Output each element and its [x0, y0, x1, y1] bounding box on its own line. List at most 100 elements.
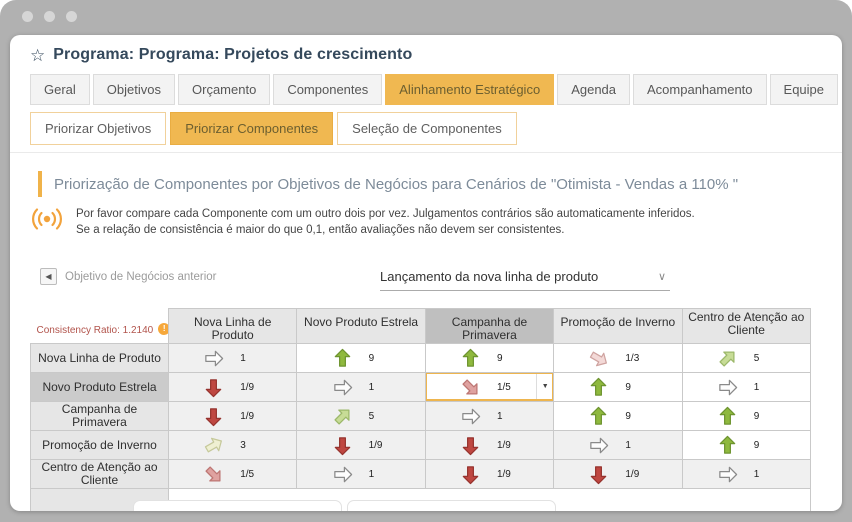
cell-value: 1	[368, 468, 375, 480]
dropdown-caret-icon[interactable]: ▼	[536, 374, 552, 399]
arrow-up-icon	[717, 435, 738, 456]
cell-value: 5	[753, 352, 760, 364]
arrow-down-icon	[203, 377, 224, 398]
matrix-row-header[interactable]: Nova Linha de Produto	[30, 343, 169, 373]
arrow-up-right-icon	[717, 348, 738, 369]
arrow-up-icon	[717, 406, 738, 427]
cell-value: 1	[368, 381, 375, 393]
matrix-cell[interactable]: 1/5 ▼	[424, 372, 555, 402]
matrix-cell[interactable]: 9	[424, 343, 555, 373]
matrix-cell[interactable]: 1/9	[296, 430, 426, 460]
matrix-row-header[interactable]: Promoção de Inverno	[30, 430, 169, 460]
cell-value: 1/5	[240, 468, 255, 480]
cell-value: 9	[496, 352, 503, 364]
arrow-up-icon	[588, 377, 609, 398]
matrix-cell[interactable]: 1	[167, 343, 298, 373]
subtab-priorizar-objetivos[interactable]: Priorizar Objetivos	[30, 112, 167, 145]
consistency-ratio: Consistency Ratio: 1.2140!	[30, 308, 169, 344]
section-heading: Priorização de Componentes por Objetivos…	[54, 175, 739, 193]
tab-orcamento[interactable]: Orçamento	[178, 74, 271, 105]
matrix-cell[interactable]: 1/9	[167, 372, 298, 402]
tab-acompanhamento[interactable]: Acompanhamento	[633, 74, 767, 105]
cell-value: 1/9	[240, 410, 255, 422]
arrow-up-icon	[588, 406, 609, 427]
tab-objetivos[interactable]: Objetivos	[92, 74, 175, 105]
dropdown-selected-value: Lançamento da nova linha de produto	[380, 269, 599, 284]
window-controls	[22, 11, 77, 22]
matrix-cell[interactable]: 1	[296, 372, 426, 402]
arrow-right-icon	[332, 377, 353, 398]
matrix-row-header[interactable]: Novo Produto Estrela	[30, 372, 169, 402]
arrow-down-right-icon	[460, 377, 481, 398]
tab-equipe[interactable]: Equipe	[769, 74, 839, 105]
subtab-selecao-de-componentes[interactable]: Seleção de Componentes	[337, 112, 517, 145]
window-dot[interactable]	[66, 11, 77, 22]
matrix-cell[interactable]: 9	[553, 401, 683, 431]
arrow-up-right-icon	[332, 406, 353, 427]
cell-value: 1/9	[625, 468, 640, 480]
content-divider	[10, 152, 842, 153]
arrow-right-icon	[717, 464, 738, 485]
instruction-line-1: Por favor compare cada Componente com um…	[76, 207, 695, 220]
matrix-cell[interactable]: 1/9	[424, 459, 555, 489]
matrix-cell[interactable]: 1/9	[553, 459, 683, 489]
matrix-cell[interactable]: 1/9	[167, 401, 298, 431]
matrix-col-header[interactable]: Promoção de Inverno	[553, 308, 683, 344]
chevron-down-icon: ∨	[657, 271, 666, 283]
arrow-down-right-icon	[588, 348, 609, 369]
cell-value: 1	[753, 468, 760, 480]
instruction-text: Por favor compare cada Componente com um…	[76, 206, 695, 238]
instructions: Por favor compare cada Componente com um…	[28, 205, 695, 238]
main-tab-bar: Geral Objetivos Orçamento Componentes Al…	[30, 74, 839, 105]
matrix-col-header[interactable]: Nova Linha de Produto	[167, 308, 298, 344]
cell-value: 1/3	[625, 352, 640, 364]
arrow-down-icon	[203, 406, 224, 427]
matrix-col-header[interactable]: Novo Produto Estrela	[296, 308, 426, 344]
matrix-cell[interactable]: 1/5	[167, 459, 298, 489]
matrix-cell[interactable]: 9	[553, 372, 683, 402]
matrix-cell[interactable]: 1/9	[424, 430, 555, 460]
matrix-cell[interactable]: 1	[681, 372, 811, 402]
matrix-cell[interactable]: 1	[681, 459, 811, 489]
cell-value: 1	[753, 381, 760, 393]
matrix-cell[interactable]: 9	[681, 430, 811, 460]
tab-alinhamento-estrategico[interactable]: Alinhamento Estratégico	[385, 74, 555, 105]
cell-value: 1/9	[496, 439, 511, 451]
arrow-right-icon	[717, 377, 738, 398]
matrix-cell[interactable]: 5	[681, 343, 811, 373]
cell-value: 5	[368, 410, 375, 422]
matrix-cell[interactable]: 1	[553, 430, 683, 460]
tab-geral[interactable]: Geral	[30, 74, 90, 105]
matrix-cell[interactable]: 9	[296, 343, 426, 373]
arrow-down-icon	[460, 435, 481, 456]
subtab-priorizar-componentes[interactable]: Priorizar Componentes	[170, 112, 334, 145]
matrix-cell[interactable]: 3	[167, 430, 298, 460]
cell-value: 1	[496, 410, 503, 422]
matrix-col-header[interactable]: Centro de Atenção ao Cliente	[681, 308, 811, 344]
business-objective-dropdown[interactable]: Lançamento da nova linha de produto ∨	[380, 263, 670, 291]
matrix-cell[interactable]: 1/3	[553, 343, 683, 373]
matrix-row-header[interactable]: Campanha de Primavera	[30, 401, 169, 431]
tab-componentes[interactable]: Componentes	[273, 74, 383, 105]
tab-agenda[interactable]: Agenda	[557, 74, 631, 105]
broadcast-icon	[28, 205, 66, 238]
page-title: Programa: Programa: Projetos de crescime…	[53, 46, 413, 63]
section-heading-row: Priorização de Componentes por Objetivos…	[38, 171, 738, 197]
window-dot[interactable]	[44, 11, 55, 22]
star-icon[interactable]: ☆	[30, 45, 46, 65]
matrix-cell[interactable]: 1	[424, 401, 555, 431]
arrow-up-icon	[332, 348, 353, 369]
arrow-down-icon	[460, 464, 481, 485]
previous-objective-control: ◀ Objetivo de Negócios anterior	[40, 268, 217, 285]
cell-value: 1/9	[240, 381, 255, 393]
matrix-cell[interactable]: 5	[296, 401, 426, 431]
cell-value: 1/9	[368, 439, 383, 451]
window-dot[interactable]	[22, 11, 33, 22]
comparison-matrix-body: Consistency Ratio: 1.2140! Nova Linha de …	[30, 308, 811, 511]
matrix-col-header[interactable]: Campanha de Primavera	[424, 308, 555, 344]
previous-objective-button[interactable]: ◀	[40, 268, 57, 285]
matrix-cell[interactable]: 1	[296, 459, 426, 489]
matrix-cell[interactable]: 9	[681, 401, 811, 431]
matrix-row-header[interactable]: Centro de Atenção ao Cliente	[30, 459, 169, 489]
arrow-down-right-icon	[203, 464, 224, 485]
